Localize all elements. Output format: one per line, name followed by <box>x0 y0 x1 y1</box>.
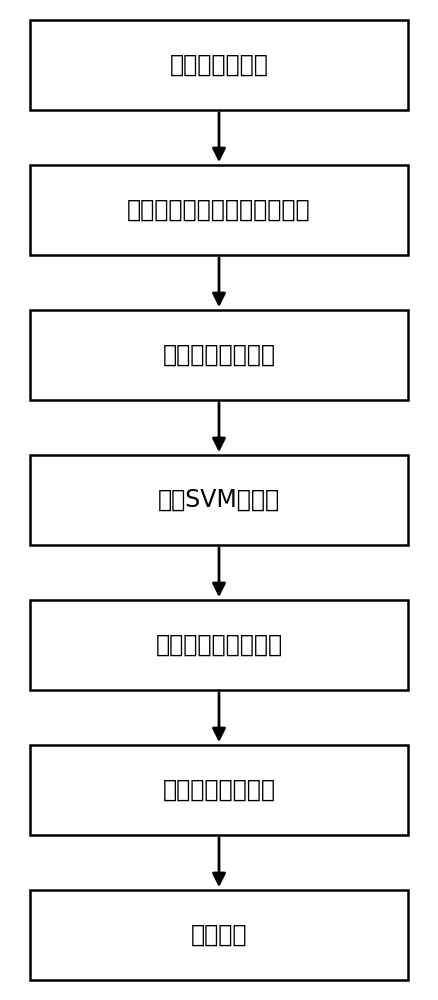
Text: 生成训练特征矩阵: 生成训练特征矩阵 <box>162 343 276 367</box>
Bar <box>30 165 408 255</box>
Bar <box>30 455 408 545</box>
Text: 利用信噪比信息进行模板匹配: 利用信噪比信息进行模板匹配 <box>127 198 311 222</box>
Bar <box>30 745 408 835</box>
Text: 生成加噪数据集: 生成加噪数据集 <box>170 53 268 77</box>
Text: 对测试集进行预处理: 对测试集进行预处理 <box>155 633 283 657</box>
Text: 生成测试特征矩阵: 生成测试特征矩阵 <box>162 778 276 802</box>
Bar <box>30 20 408 110</box>
Bar <box>30 310 408 400</box>
Text: 训练SVM分类器: 训练SVM分类器 <box>158 488 280 512</box>
Bar <box>30 890 408 980</box>
Text: 目标识别: 目标识别 <box>191 923 247 947</box>
Bar <box>30 600 408 690</box>
